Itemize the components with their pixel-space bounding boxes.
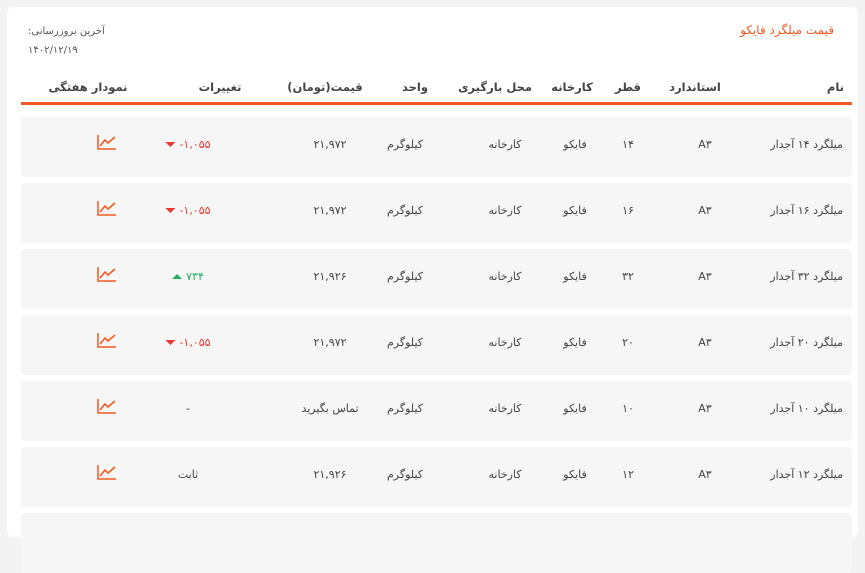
arrow-up-icon — [172, 274, 183, 279]
table-header: نام استاندارد قطر کارخانه محل بارگیری واحد قیم… — [21, 72, 852, 105]
table-row — [21, 513, 852, 573]
diameter-cell: ۱۴ — [622, 138, 634, 151]
change-cell: -۱,۰۵۵ — [165, 204, 211, 217]
page-title: قیمت میلگرد فایکو — [740, 23, 834, 37]
arrow-down-icon — [165, 208, 176, 213]
change-value: ثابت — [177, 468, 199, 481]
unit-cell: کیلوگرم — [387, 138, 423, 151]
column-header: نام — [826, 80, 844, 94]
product-name: میلگرد ۱۶ آجدار — [770, 204, 843, 217]
loading-place-cell: کارخانه — [488, 270, 522, 283]
change-cell: -۱,۰۵۵ — [165, 336, 211, 349]
price-cell: ۲۱,۹۲۶ — [313, 468, 347, 481]
unit-cell: کیلوگرم — [387, 336, 423, 349]
change-value: -۱,۰۵۵ — [179, 138, 211, 151]
standard-cell: A۳ — [698, 336, 712, 349]
change-value: - — [186, 402, 190, 415]
line-chart-icon[interactable] — [97, 398, 117, 418]
diameter-cell: ۳۲ — [622, 270, 634, 283]
factory-cell: فایکو — [563, 138, 587, 151]
unit-cell: کیلوگرم — [387, 402, 423, 415]
standard-cell: A۳ — [698, 204, 712, 217]
change-value: ۷۳۴ — [186, 270, 204, 283]
factory-cell: فایکو — [563, 204, 587, 217]
factory-cell: فایکو — [563, 468, 587, 481]
line-chart-icon[interactable] — [97, 266, 117, 286]
diameter-cell: ۱۶ — [622, 204, 634, 217]
line-chart-icon[interactable] — [97, 200, 117, 220]
price-cell: ۲۱,۹۲۶ — [313, 270, 347, 283]
last-update-label: آخرین بروزرسانی: — [28, 26, 105, 37]
column-header: محل بارگیری — [457, 80, 533, 94]
diameter-cell: ۱۲ — [622, 468, 634, 481]
factory-cell: فایکو — [563, 402, 587, 415]
price-cell: ۲۱,۹۷۲ — [313, 138, 347, 151]
loading-place-cell: کارخانه — [488, 402, 522, 415]
standard-cell: A۳ — [698, 402, 712, 415]
unit-cell: کیلوگرم — [387, 204, 423, 217]
factory-cell: فایکو — [563, 336, 587, 349]
line-chart-icon[interactable] — [97, 464, 117, 484]
change-value: -۱,۰۵۵ — [179, 336, 211, 349]
table-row: میلگرد ۱۴ آجدار A۳ ۱۴ فایکو کارخانه کیلوگرم ۲۱… — [21, 117, 852, 177]
column-header: واحد — [401, 80, 429, 94]
price-cell: ۲۱,۹۷۲ — [313, 336, 347, 349]
column-header: کارخانه — [551, 80, 593, 94]
arrow-down-icon — [165, 142, 176, 147]
change-cell: ۷۳۴ — [172, 270, 204, 283]
loading-place-cell: کارخانه — [488, 138, 522, 151]
table-row: میلگرد ۲۰ آجدار A۳ ۲۰ فایکو کارخانه کیلوگرم ۲۱… — [21, 315, 852, 375]
diameter-cell: ۲۰ — [622, 336, 634, 349]
column-header: تغییرات — [198, 80, 242, 94]
standard-cell: A۳ — [698, 468, 712, 481]
price-cell: تماس بگیرید — [301, 402, 359, 415]
table-row: میلگرد ۱۲ آجدار A۳ ۱۲ فایکو کارخانه کیلوگرم ۲۱… — [21, 447, 852, 507]
last-update: آخرین بروزرسانی: ۱۴۰۲/۱۲/۱۹ — [28, 22, 105, 60]
diameter-cell: ۱۰ — [622, 402, 634, 415]
unit-cell: کیلوگرم — [387, 468, 423, 481]
arrow-down-icon — [165, 340, 176, 345]
unit-cell: کیلوگرم — [387, 270, 423, 283]
column-header: قطر — [615, 80, 641, 94]
change-cell: - — [186, 402, 190, 415]
line-chart-icon[interactable] — [97, 332, 117, 352]
last-update-date: ۱۴۰۲/۱۲/۱۹ — [28, 45, 78, 56]
line-chart-icon[interactable] — [97, 134, 117, 154]
change-value: -۱,۰۵۵ — [179, 204, 211, 217]
loading-place-cell: کارخانه — [488, 468, 522, 481]
column-header: نمودار هفتگی — [48, 80, 128, 94]
column-header: استاندارد — [669, 80, 721, 94]
loading-place-cell: کارخانه — [488, 336, 522, 349]
price-cell: ۲۱,۹۷۲ — [313, 204, 347, 217]
product-name: میلگرد ۱۰ آجدار — [770, 402, 843, 415]
product-name: میلگرد ۱۴ آجدار — [770, 138, 843, 151]
product-name: میلگرد ۳۲ آجدار — [770, 270, 843, 283]
standard-cell: A۳ — [698, 270, 712, 283]
table-row: میلگرد ۳۲ آجدار A۳ ۳۲ فایکو کارخانه کیلوگرم ۲۱… — [21, 249, 852, 309]
change-cell: ثابت — [178, 468, 198, 481]
table-row: میلگرد ۱۶ آجدار A۳ ۱۶ فایکو کارخانه کیلوگرم ۲۱… — [21, 183, 852, 243]
table-row: میلگرد ۱۰ آجدار A۳ ۱۰ فایکو کارخانه کیلوگرم تم… — [21, 381, 852, 441]
column-header: قیمت(تومان) — [287, 80, 363, 94]
product-name: میلگرد ۲۰ آجدار — [770, 336, 843, 349]
loading-place-cell: کارخانه — [488, 204, 522, 217]
product-name: میلگرد ۱۲ آجدار — [770, 468, 843, 481]
change-cell: -۱,۰۵۵ — [165, 138, 211, 151]
standard-cell: A۳ — [698, 138, 712, 151]
factory-cell: فایکو — [563, 270, 587, 283]
